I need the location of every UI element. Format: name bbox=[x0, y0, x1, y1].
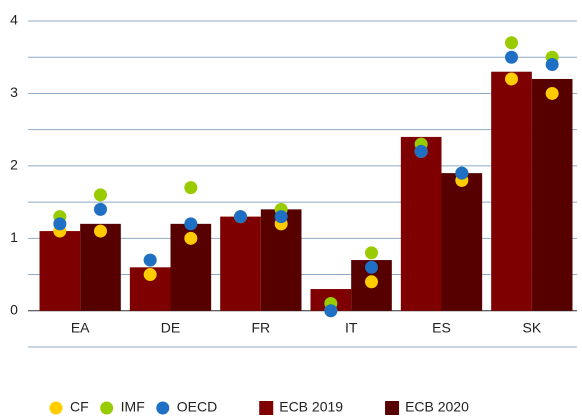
x-tick-label: ES bbox=[432, 320, 451, 336]
dot bbox=[143, 268, 157, 282]
bar bbox=[80, 223, 121, 311]
dot bbox=[545, 57, 559, 71]
x-tick-label: DE bbox=[161, 320, 180, 336]
legend-label: IMF bbox=[121, 399, 145, 415]
dot bbox=[364, 275, 378, 289]
legend-label: CF bbox=[70, 399, 89, 415]
legend-marker bbox=[385, 401, 400, 415]
dot bbox=[93, 224, 107, 238]
x-tick-label: FR bbox=[251, 320, 270, 336]
legend-label: OECD bbox=[177, 399, 217, 415]
y-tick-label: 1 bbox=[10, 229, 18, 245]
y-tick-label: 3 bbox=[10, 84, 18, 100]
dot bbox=[505, 50, 519, 64]
legend-label: ECB 2019 bbox=[279, 399, 343, 415]
legend-label: ECB 2020 bbox=[405, 399, 469, 415]
bar bbox=[531, 78, 573, 311]
bar bbox=[220, 216, 261, 311]
dot bbox=[274, 210, 288, 224]
dot bbox=[364, 260, 378, 274]
y-tick-label: 2 bbox=[10, 157, 18, 173]
dot bbox=[545, 86, 559, 100]
bar bbox=[39, 231, 81, 311]
bar bbox=[400, 136, 442, 311]
dot bbox=[143, 253, 157, 267]
bar bbox=[491, 71, 532, 311]
dot bbox=[505, 36, 519, 50]
x-tick-label: IT bbox=[345, 320, 358, 336]
dot bbox=[184, 217, 198, 231]
dot bbox=[53, 217, 67, 231]
legend-marker bbox=[259, 401, 274, 415]
dot bbox=[234, 210, 248, 224]
y-tick-label: 0 bbox=[10, 301, 18, 317]
legend-marker bbox=[49, 401, 63, 415]
y-tick-label: 4 bbox=[10, 12, 18, 28]
dot bbox=[505, 72, 519, 86]
legend-marker bbox=[100, 401, 114, 415]
dot bbox=[414, 144, 428, 158]
dot bbox=[455, 166, 469, 180]
dot bbox=[93, 188, 107, 202]
dot bbox=[93, 202, 107, 216]
x-tick-label: EA bbox=[71, 320, 90, 336]
dot bbox=[364, 246, 378, 260]
dot bbox=[184, 181, 198, 195]
legend-marker bbox=[156, 401, 170, 415]
dot bbox=[324, 304, 338, 318]
bar bbox=[441, 173, 483, 311]
dot bbox=[184, 231, 198, 245]
x-tick-label: SK bbox=[522, 320, 541, 336]
